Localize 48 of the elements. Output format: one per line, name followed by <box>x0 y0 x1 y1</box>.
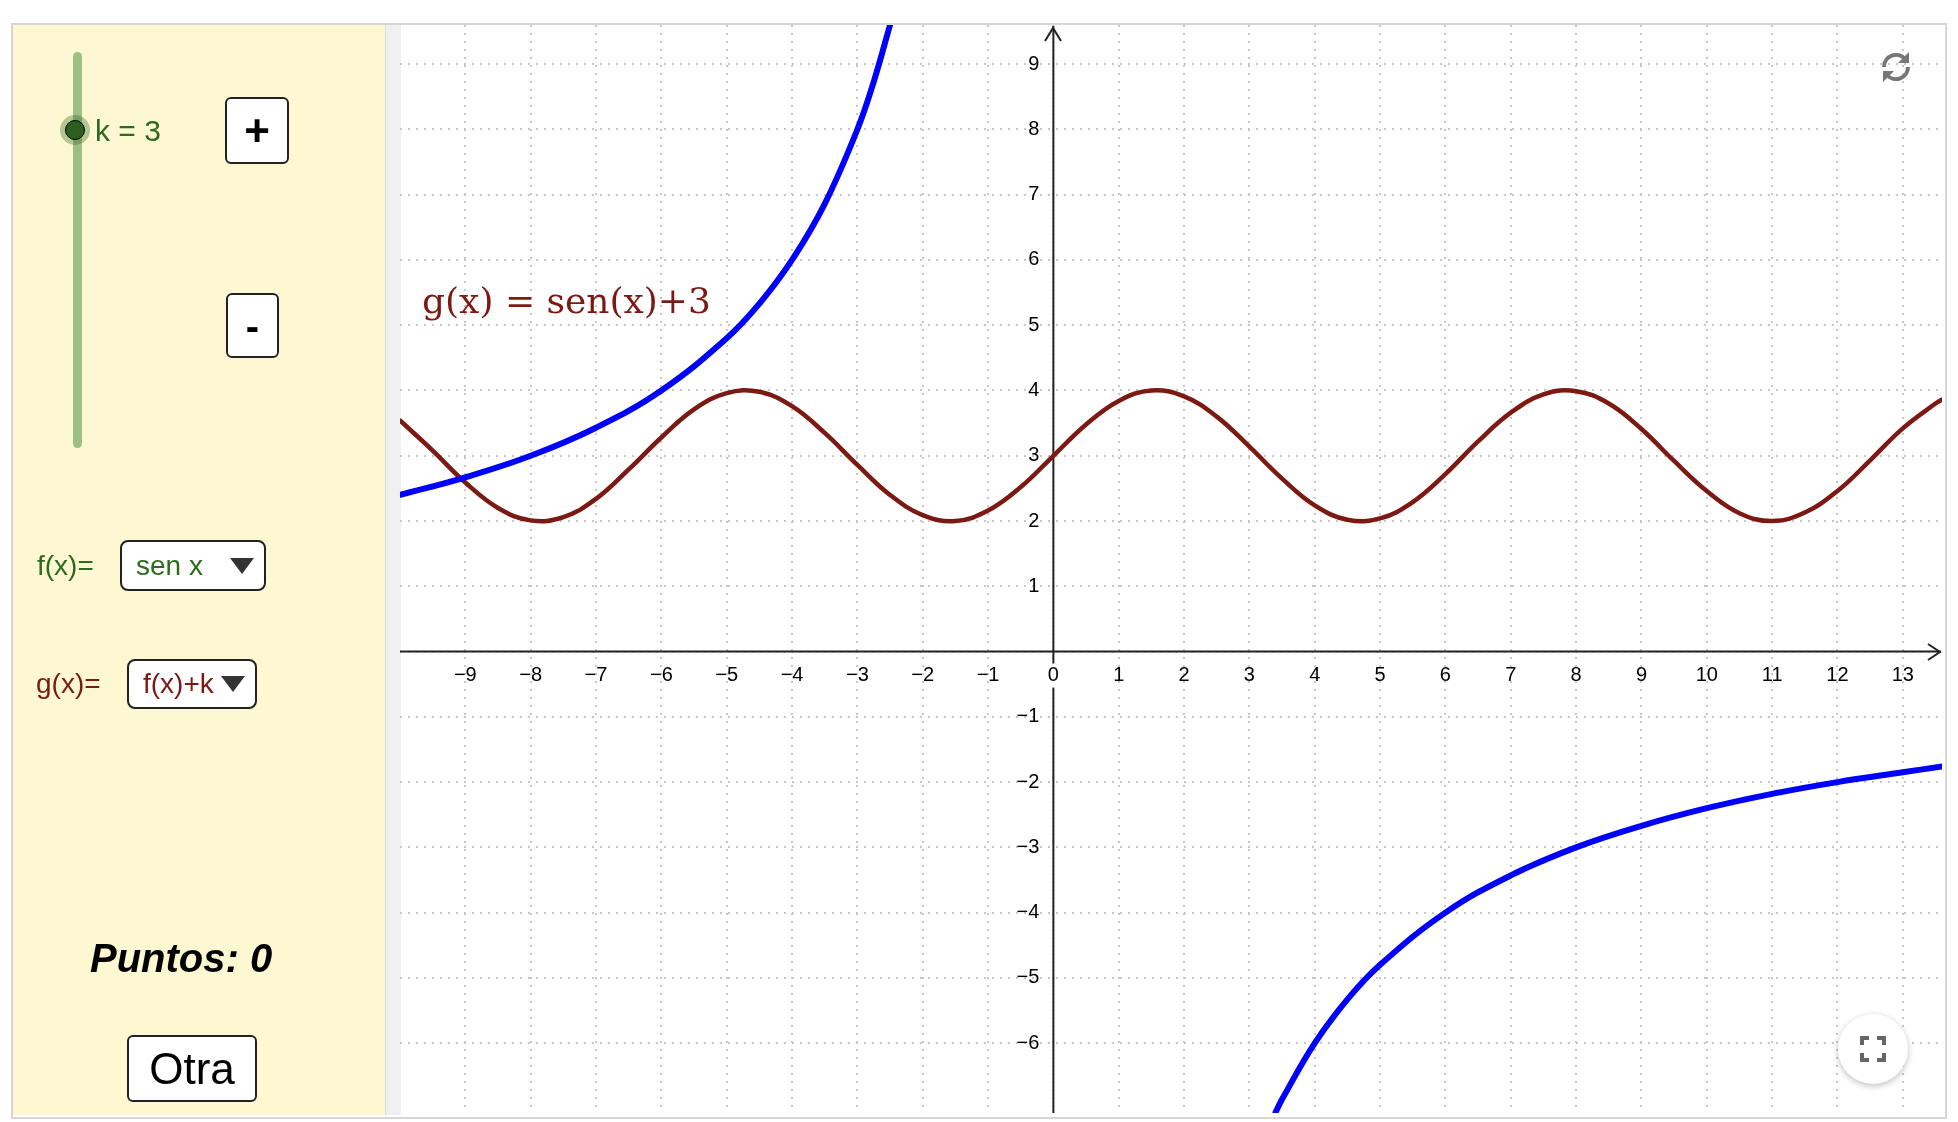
y-tick-label: −5 <box>1016 965 1040 988</box>
y-tick-label: −3 <box>1016 834 1040 857</box>
text: g(x) = sen(x)+3 <box>422 280 711 321</box>
text: g(x)= <box>36 668 101 699</box>
text: sen x <box>136 549 203 582</box>
x-tick-label: −7 <box>584 663 608 686</box>
y-tick-label: 4 <box>1028 378 1040 401</box>
y-tick-label: 9 <box>1028 51 1040 74</box>
x-tick-label: 12 <box>1826 663 1849 686</box>
x-tick-label: −6 <box>649 663 673 686</box>
x-tick-label: 4 <box>1309 663 1321 686</box>
y-tick-label: 5 <box>1028 312 1040 335</box>
y-tick-label: 2 <box>1028 508 1040 531</box>
y-tick-label: 8 <box>1028 116 1040 139</box>
x-tick-label: 6 <box>1439 663 1451 686</box>
text: k = 3 <box>95 114 161 147</box>
y-tick-label: −1 <box>1016 704 1040 727</box>
text: f(x)= <box>37 550 94 581</box>
x-tick-label: 13 <box>1891 663 1914 686</box>
x-tick-label: −4 <box>780 663 804 686</box>
x-tick-label: −5 <box>715 663 739 686</box>
x-tick-label: −9 <box>453 663 477 686</box>
x-tick-label: −8 <box>519 663 543 686</box>
x-tick-label: 0 <box>1047 663 1059 686</box>
x-tick-label: 10 <box>1695 663 1718 686</box>
x-tick-label: −1 <box>976 663 1000 686</box>
y-tick-label: 7 <box>1028 182 1040 205</box>
x-tick-label: 9 <box>1635 663 1647 686</box>
text: Puntos: 0 <box>90 936 273 980</box>
y-tick-label: −6 <box>1016 1030 1040 1053</box>
text: Otra <box>149 1043 235 1093</box>
x-tick-label: 11 <box>1761 663 1783 686</box>
y-tick-label: −4 <box>1016 900 1040 923</box>
y-tick-label: 1 <box>1028 573 1040 596</box>
x-tick-label: 5 <box>1374 663 1386 686</box>
x-tick-label: 1 <box>1113 663 1125 686</box>
y-tick-label: 6 <box>1028 247 1040 270</box>
x-tick-label: 2 <box>1178 663 1190 686</box>
text: - <box>245 303 260 348</box>
y-tick-label: 3 <box>1028 443 1040 466</box>
x-tick-label: 8 <box>1570 663 1582 686</box>
text: + <box>244 105 270 155</box>
x-tick-label: −3 <box>845 663 869 686</box>
x-tick-label: 7 <box>1505 663 1517 686</box>
x-tick-label: −2 <box>911 663 935 686</box>
text: f(x)+k <box>143 668 214 700</box>
x-tick-label: 3 <box>1243 663 1255 686</box>
y-tick-label: −2 <box>1016 769 1040 792</box>
